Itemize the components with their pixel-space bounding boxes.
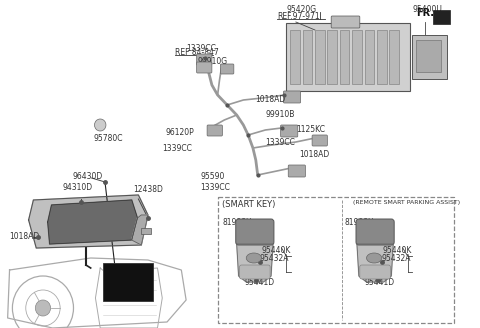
Text: 1339CC: 1339CC bbox=[162, 144, 192, 153]
Text: 1339CC: 1339CC bbox=[186, 44, 216, 53]
Bar bbox=[365, 30, 374, 84]
FancyBboxPatch shape bbox=[207, 125, 222, 136]
Text: 12438D: 12438D bbox=[133, 185, 164, 194]
Text: 95780C: 95780C bbox=[94, 134, 123, 143]
Text: REF 84-847: REF 84-847 bbox=[175, 48, 218, 57]
Bar bbox=[217, 197, 454, 323]
Circle shape bbox=[95, 119, 106, 131]
Text: 99910B: 99910B bbox=[265, 110, 295, 119]
Text: 96430D: 96430D bbox=[72, 172, 103, 181]
Text: 81998H: 81998H bbox=[345, 218, 374, 227]
FancyBboxPatch shape bbox=[312, 135, 327, 146]
Bar bbox=[340, 30, 349, 84]
FancyBboxPatch shape bbox=[197, 62, 212, 73]
Polygon shape bbox=[357, 244, 393, 282]
FancyBboxPatch shape bbox=[240, 265, 270, 279]
Bar bbox=[287, 23, 410, 91]
Polygon shape bbox=[132, 215, 148, 245]
Bar bbox=[416, 40, 441, 72]
Bar bbox=[302, 30, 312, 84]
Bar bbox=[327, 30, 337, 84]
Text: 95441D: 95441D bbox=[244, 278, 275, 287]
Text: 99910G: 99910G bbox=[198, 57, 228, 66]
FancyBboxPatch shape bbox=[331, 16, 360, 28]
Text: REF.97-971: REF.97-971 bbox=[277, 12, 319, 21]
Text: (REMOTE SMART PARKING ASSIST): (REMOTE SMART PARKING ASSIST) bbox=[353, 200, 460, 205]
Bar bbox=[389, 30, 399, 84]
Text: 95590: 95590 bbox=[201, 172, 225, 181]
Ellipse shape bbox=[367, 253, 382, 263]
Bar bbox=[290, 30, 300, 84]
FancyBboxPatch shape bbox=[360, 265, 390, 279]
Text: 1018AD: 1018AD bbox=[300, 150, 330, 159]
FancyBboxPatch shape bbox=[356, 219, 394, 245]
Bar bbox=[412, 35, 447, 79]
Text: 96120P: 96120P bbox=[165, 128, 194, 137]
Text: 95441D: 95441D bbox=[365, 278, 395, 287]
Bar bbox=[141, 228, 151, 234]
Text: 95432A: 95432A bbox=[260, 254, 289, 263]
Text: 81998H: 81998H bbox=[222, 218, 252, 227]
Text: (SMART KEY): (SMART KEY) bbox=[222, 200, 276, 209]
Bar bbox=[315, 30, 324, 84]
FancyBboxPatch shape bbox=[281, 125, 298, 137]
Bar bbox=[352, 30, 362, 84]
Text: 1018AD: 1018AD bbox=[255, 95, 285, 104]
FancyBboxPatch shape bbox=[220, 64, 234, 74]
Polygon shape bbox=[29, 195, 148, 248]
Text: 95420G: 95420G bbox=[287, 5, 316, 14]
Text: 1018AD: 1018AD bbox=[10, 232, 40, 241]
Text: 95400U: 95400U bbox=[412, 5, 442, 14]
Bar bbox=[433, 10, 451, 24]
FancyBboxPatch shape bbox=[284, 91, 300, 103]
Polygon shape bbox=[48, 200, 137, 244]
Text: 94310D: 94310D bbox=[62, 183, 92, 192]
FancyBboxPatch shape bbox=[197, 54, 212, 65]
Circle shape bbox=[36, 300, 50, 316]
Text: 1339CC: 1339CC bbox=[201, 183, 230, 192]
Text: 1339CC: 1339CC bbox=[265, 138, 295, 147]
Polygon shape bbox=[237, 244, 273, 282]
Bar bbox=[377, 30, 386, 84]
Text: 95440K: 95440K bbox=[383, 246, 412, 255]
Text: 95432A: 95432A bbox=[382, 254, 411, 263]
FancyBboxPatch shape bbox=[288, 165, 305, 177]
Text: FR.: FR. bbox=[416, 8, 434, 18]
Bar bbox=[103, 263, 153, 301]
FancyBboxPatch shape bbox=[236, 219, 274, 245]
Text: 95440K: 95440K bbox=[262, 246, 291, 255]
Ellipse shape bbox=[246, 253, 262, 263]
Text: 1125KC: 1125KC bbox=[296, 125, 325, 134]
